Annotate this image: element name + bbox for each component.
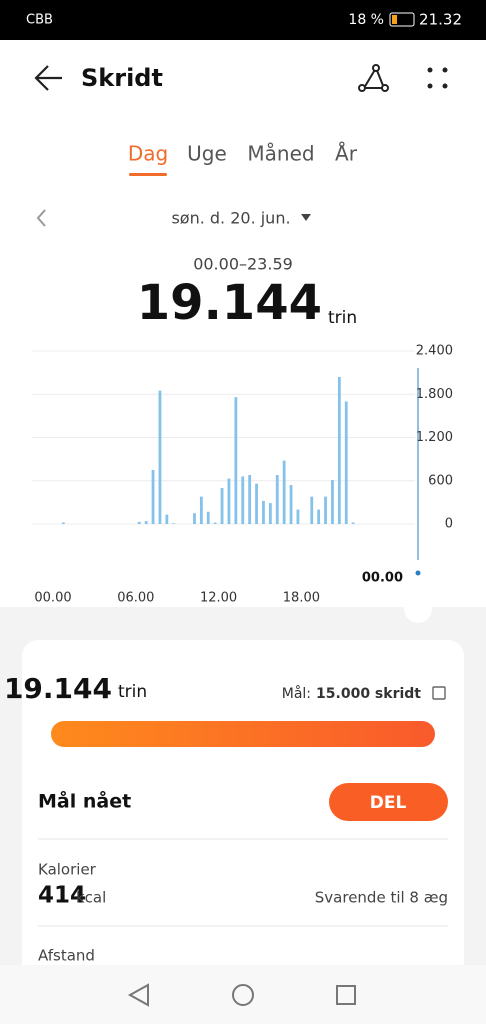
calories: 414 xyxy=(38,883,86,909)
bar xyxy=(193,513,196,524)
bar xyxy=(199,496,203,524)
bar xyxy=(344,401,348,524)
bar xyxy=(317,509,321,524)
bar xyxy=(296,509,300,524)
time-range: 00.00–23.59 xyxy=(193,255,293,274)
y-tick-label: 2.400 xyxy=(416,344,453,359)
carrier: CBB xyxy=(26,13,53,28)
bar xyxy=(151,469,155,524)
menu-button[interactable] xyxy=(427,67,448,89)
tab[interactable]: Uge xyxy=(187,142,227,166)
back-button[interactable] xyxy=(34,65,62,91)
cursor-label: 00.00 xyxy=(362,571,403,586)
status-bar xyxy=(0,0,486,40)
x-tick-label: 18.00 xyxy=(283,591,320,606)
x-tick-label: 00.00 xyxy=(34,591,71,606)
bar xyxy=(165,514,169,524)
bar xyxy=(310,496,314,524)
bar xyxy=(262,500,265,524)
bar xyxy=(248,474,252,524)
total-steps: 19.144 xyxy=(137,275,322,331)
bar xyxy=(324,496,327,524)
bar xyxy=(137,521,141,524)
bar xyxy=(337,376,341,524)
tab[interactable]: Måned xyxy=(247,142,314,166)
bar xyxy=(351,522,355,524)
tab-indicator xyxy=(129,173,167,176)
clock: 21.32 xyxy=(419,11,462,29)
steps-unit: trin xyxy=(328,308,357,328)
nav-recents[interactable] xyxy=(336,985,356,1005)
y-tick-label: 1.800 xyxy=(416,387,453,402)
bar xyxy=(268,503,272,524)
bar xyxy=(331,480,334,524)
bar xyxy=(234,397,238,524)
bar xyxy=(289,485,293,524)
bar xyxy=(213,522,217,524)
progress-bar xyxy=(51,721,435,747)
edit-goal[interactable] xyxy=(432,686,446,700)
nav-back[interactable] xyxy=(127,983,149,1007)
calories-label: Kalorier xyxy=(38,861,97,879)
nav-home[interactable] xyxy=(232,984,254,1006)
goal: 15.000 skridt xyxy=(316,686,421,702)
bar xyxy=(241,476,245,524)
nav-bar xyxy=(0,965,486,1024)
battery-level xyxy=(392,15,397,24)
bar xyxy=(255,483,258,524)
card-steps: 19.144 xyxy=(4,672,112,705)
x-tick-label: 06.00 xyxy=(117,591,154,606)
distance-label: Afstand xyxy=(38,947,95,965)
share-label: DEL xyxy=(370,793,407,813)
y-tick-label: 0 xyxy=(445,517,453,532)
bar xyxy=(144,521,148,524)
battery: 18 % xyxy=(348,12,384,28)
chart: 0 600 1.200 1.800 2.400 00.00 06.00 12.00 18.00 0… xyxy=(32,344,453,606)
bar xyxy=(158,390,162,524)
page-title: Skridt xyxy=(81,64,163,92)
card-steps-unit: trin xyxy=(118,682,147,702)
prev-day[interactable] xyxy=(36,209,46,227)
x-tick-label: 12.00 xyxy=(200,591,237,606)
calories-note: Svarende til 8 æg xyxy=(315,889,448,907)
date[interactable]: søn. d. 20. jun. xyxy=(171,209,290,228)
tab[interactable]: Dag xyxy=(128,142,168,166)
share-button[interactable] xyxy=(329,783,448,821)
route-button[interactable] xyxy=(358,64,389,92)
bar xyxy=(282,460,286,524)
calories-unit: kcal xyxy=(76,889,106,907)
date-dropdown[interactable] xyxy=(301,214,311,221)
y-tick-label: 1.200 xyxy=(416,430,453,445)
bar xyxy=(61,522,65,524)
cursor-dot xyxy=(415,570,421,576)
goal-label: Mål: xyxy=(282,685,311,702)
battery-icon xyxy=(389,12,415,27)
bar xyxy=(172,523,176,524)
bar xyxy=(275,474,279,524)
goal-status: Mål nået xyxy=(38,789,131,813)
cursor-handle[interactable] xyxy=(404,595,432,623)
y-tick-label: 600 xyxy=(428,473,453,488)
bar xyxy=(206,511,210,524)
bar xyxy=(227,478,231,524)
tab[interactable]: År xyxy=(335,142,358,166)
bar xyxy=(220,487,224,524)
